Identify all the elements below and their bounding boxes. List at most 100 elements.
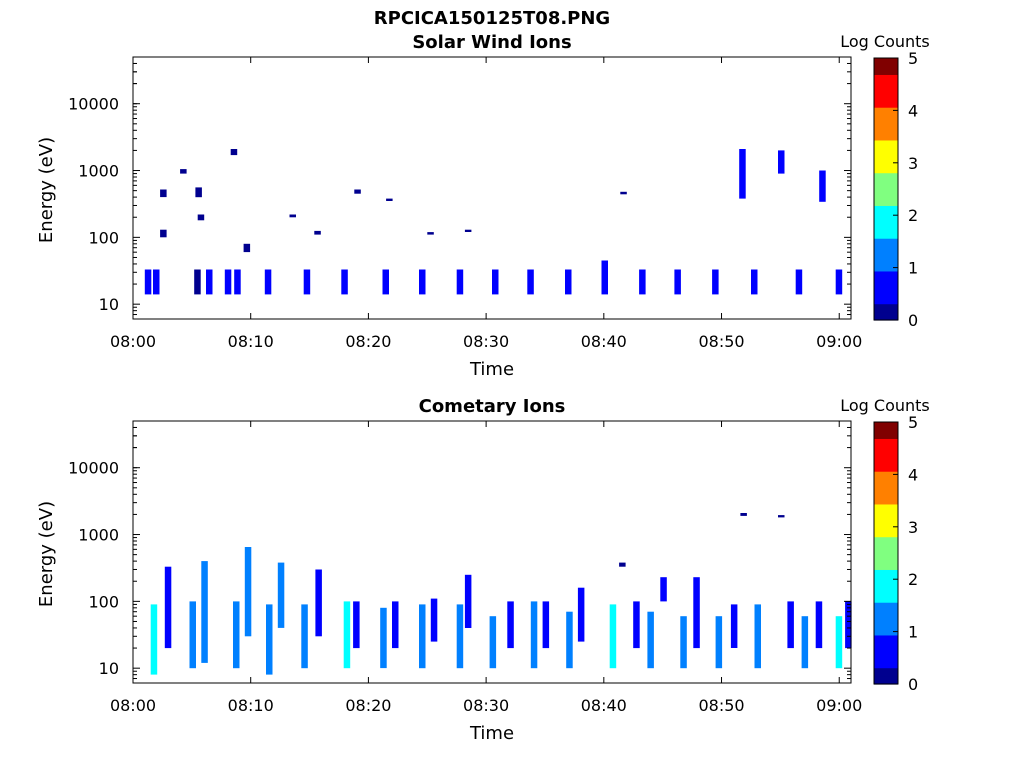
heatmap-cell bbox=[464, 229, 472, 232]
colorbar-segment bbox=[874, 446, 898, 452]
colorbar-segment bbox=[874, 62, 898, 67]
heatmap-cell bbox=[712, 269, 719, 295]
colorbar-segment bbox=[874, 561, 898, 566]
heatmap-cell bbox=[392, 601, 399, 649]
colorbar-segment bbox=[874, 86, 898, 92]
colorbar-segment bbox=[874, 557, 898, 562]
colorbar-segment bbox=[874, 450, 898, 456]
colorbar-segment bbox=[874, 250, 898, 256]
heatmap-cell bbox=[386, 198, 393, 201]
heatmap-cell bbox=[189, 601, 196, 669]
colorbar-segment bbox=[874, 287, 898, 292]
colorbar-segment bbox=[874, 528, 898, 534]
panel-cometary-ions: Cometary Ions 08:00 08:10 08:20 08:30 08:40 0… bbox=[36, 396, 930, 744]
colorbar-segment bbox=[874, 115, 898, 120]
colorbar-segment bbox=[874, 602, 898, 607]
colorbar-segment bbox=[874, 565, 898, 570]
colorbar-segment bbox=[874, 659, 898, 665]
colorbar-tick-label: 5 bbox=[908, 49, 918, 68]
colorbar-segment bbox=[874, 180, 898, 186]
heatmap-cell bbox=[194, 269, 201, 295]
heatmap-cell bbox=[647, 611, 654, 669]
heatmap-cell bbox=[244, 547, 252, 637]
heatmap-cells bbox=[144, 149, 843, 295]
colorbar-segment bbox=[874, 548, 898, 554]
colorbar-segment bbox=[874, 279, 898, 284]
colorbar-segment bbox=[874, 90, 898, 96]
colorbar-segment bbox=[874, 536, 898, 542]
y-tick-label: 10 bbox=[99, 295, 119, 314]
colorbar-segment bbox=[874, 283, 898, 288]
heatmap-cell bbox=[633, 601, 640, 649]
x-tick-label: 08:50 bbox=[698, 696, 744, 715]
y-tick-label: 1000 bbox=[78, 162, 119, 181]
heatmap-cell bbox=[542, 601, 550, 649]
heatmap-cell bbox=[160, 229, 167, 238]
heatmap-cell bbox=[795, 269, 803, 295]
colorbar-segment bbox=[874, 221, 898, 227]
heatmap-cell bbox=[835, 616, 843, 669]
x-tick-label: 09:00 bbox=[816, 696, 862, 715]
y-tick-label: 10000 bbox=[68, 459, 119, 478]
colorbar-segment bbox=[874, 98, 898, 104]
heatmap-cell bbox=[577, 587, 585, 642]
colorbar-segment bbox=[874, 647, 898, 652]
colorbar-tick-label: 1 bbox=[908, 623, 918, 642]
colorbar-segment bbox=[874, 675, 898, 681]
colorbar-segment bbox=[874, 176, 898, 182]
heatmap-cell bbox=[289, 214, 296, 218]
colorbar-segment bbox=[874, 307, 898, 313]
heatmap-cell bbox=[815, 601, 823, 649]
colorbar-segment bbox=[874, 295, 898, 301]
colorbar-segment bbox=[874, 262, 898, 268]
heatmap-cell bbox=[565, 269, 572, 295]
heatmap-cell bbox=[693, 577, 700, 649]
colorbar-segment bbox=[874, 577, 898, 583]
heatmap-cell bbox=[419, 604, 426, 669]
heatmap-cell bbox=[353, 601, 360, 649]
heatmap-cell bbox=[382, 269, 389, 295]
colorbar-segment bbox=[874, 70, 898, 75]
heatmap-cell bbox=[489, 616, 497, 669]
heatmap-cell bbox=[730, 604, 738, 648]
colorbar-tick-label: 5 bbox=[908, 413, 918, 432]
colorbar-segment bbox=[874, 225, 898, 231]
colorbar-segment bbox=[874, 315, 898, 321]
colorbar-segment bbox=[874, 458, 898, 464]
figure-title: RPCICA150125T08.PNG bbox=[374, 8, 610, 29]
colorbar-segment bbox=[874, 135, 898, 141]
y-tick-label: 1000 bbox=[78, 526, 119, 545]
colorbar-segment bbox=[874, 172, 898, 178]
colorbar-segment bbox=[874, 573, 898, 579]
x-axis: 08:00 08:10 08:20 08:30 08:40 08:50 09:00 bbox=[110, 57, 862, 351]
colorbar-segment bbox=[874, 544, 898, 550]
colorbar-segment bbox=[874, 58, 898, 63]
x-tick-label: 08:50 bbox=[698, 332, 744, 351]
x-tick-label: 09:00 bbox=[816, 332, 862, 351]
colorbar-tick-label: 0 bbox=[908, 311, 918, 330]
heatmap-cell bbox=[301, 604, 308, 669]
colorbar-tick-label: 4 bbox=[908, 465, 918, 484]
heatmap-cell bbox=[787, 601, 794, 649]
y-axis: 10 100 1000 10000 bbox=[68, 420, 851, 684]
heatmap-cell bbox=[264, 269, 272, 295]
colorbar-segment bbox=[874, 303, 898, 309]
heatmap-cell bbox=[380, 607, 387, 669]
y-tick-label: 10 bbox=[99, 659, 119, 678]
heatmap-cell bbox=[234, 269, 241, 295]
colorbar-segment bbox=[874, 119, 898, 125]
colorbar-segment bbox=[874, 82, 898, 88]
colorbar-segment bbox=[874, 78, 898, 84]
x-tick-label: 08:30 bbox=[463, 332, 509, 351]
heatmap-cell bbox=[153, 269, 160, 295]
heatmap-cell bbox=[619, 562, 626, 567]
heatmap-cell bbox=[680, 616, 687, 669]
colorbar-segment bbox=[874, 434, 898, 439]
x-tick-label: 08:10 bbox=[228, 332, 274, 351]
heatmap-cells bbox=[150, 513, 852, 675]
heatmap-cell bbox=[303, 269, 311, 295]
colorbar-segment bbox=[874, 127, 898, 133]
colorbar-segment bbox=[874, 487, 898, 493]
colorbar-segment bbox=[874, 197, 898, 202]
